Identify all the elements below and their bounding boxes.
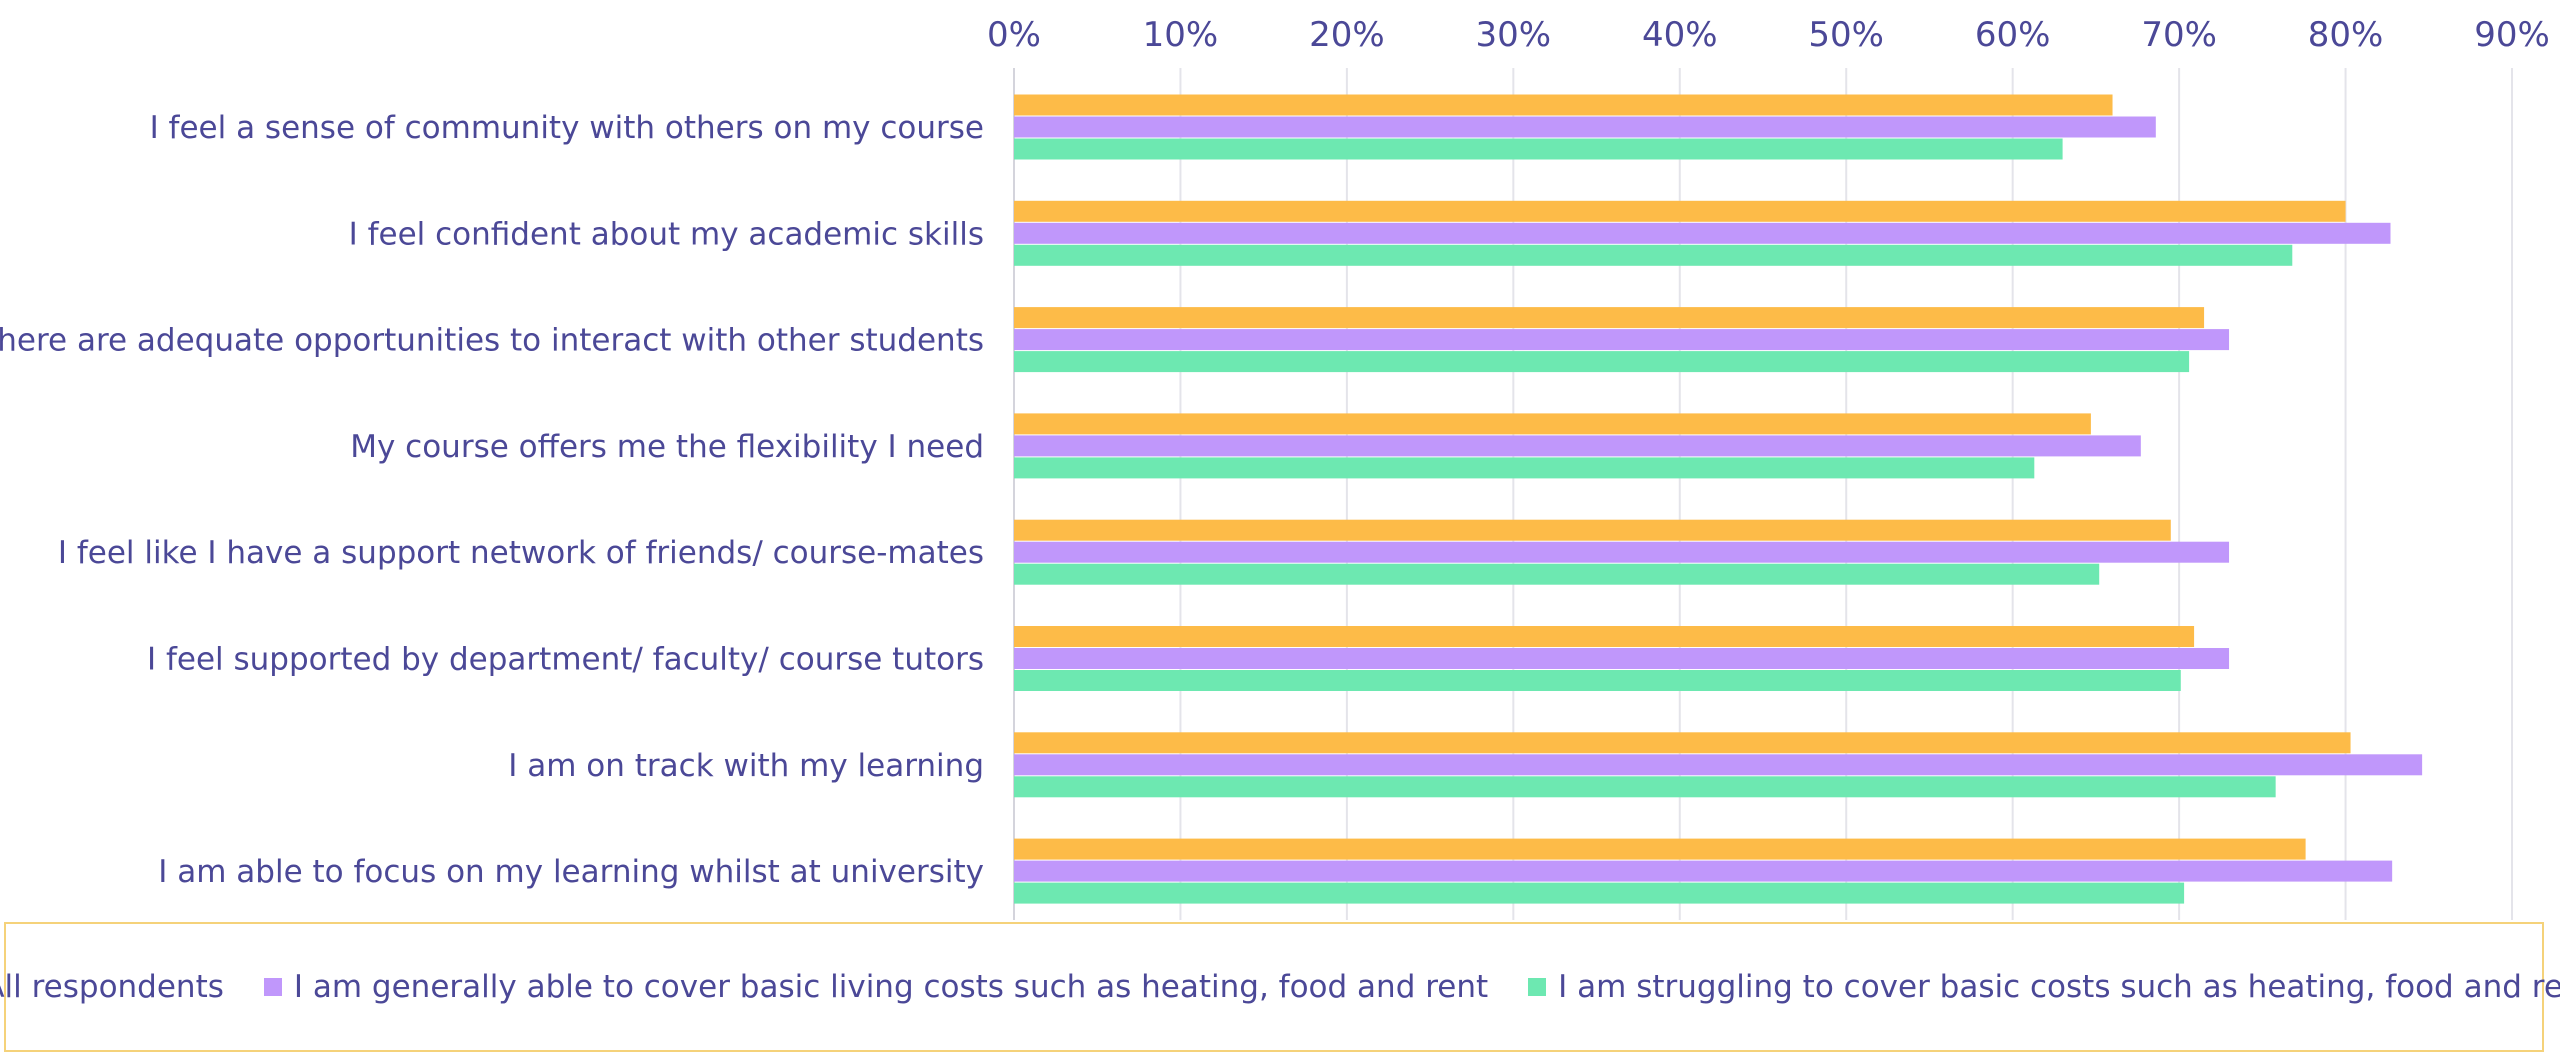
bar-series-1-category-7 [1014,860,2393,882]
x-tick-label: 80% [2308,15,2384,55]
bar-series-2-category-6 [1014,776,2276,798]
bar-series-2-category-1 [1014,244,2293,266]
legend-label-can-cover-costs: I am generally able to cover basic livin… [293,969,1489,1005]
x-tick-label: 70% [2141,15,2217,55]
bar-series-0-category-0 [1014,94,2113,116]
bar-series-2-category-4 [1014,563,2100,585]
category-label: My course offers me the flexibility I ne… [350,429,984,465]
x-tick-label: 20% [1309,15,1385,55]
bar-series-0-category-4 [1014,519,2171,541]
category-label: I feel supported by department/ faculty/… [147,642,984,678]
bar-series-0-category-6 [1014,732,2351,754]
legend-item-struggling: I am struggling to cover basic costs suc… [1528,969,2560,1005]
x-tick-label: 0% [987,15,1041,55]
bar-series-0-category-3 [1014,413,2091,435]
bar-series-1-category-2 [1014,329,2230,351]
x-tick-label: 50% [1808,15,1884,55]
category-label: I am on track with my learning [508,748,984,784]
legend-swatch-struggling [1528,978,1547,996]
legend-swatch-can-cover-costs [263,978,282,996]
category-labels: I feel a sense of community with others … [0,110,984,890]
x-tick-label: 40% [1642,15,1718,55]
bar-series-0-category-5 [1014,626,2195,647]
bar-series-1-category-5 [1014,648,2230,669]
bar-series-0-category-7 [1014,838,2306,860]
bar-series-2-category-2 [1014,351,2190,373]
bar-series-0-category-1 [1014,200,2346,222]
bar-series-2-category-7 [1014,882,2185,904]
x-tick-label: 30% [1476,15,1552,55]
legend-label-all-respondents: All respondents [0,969,224,1005]
legend-label-struggling: I am struggling to cover basic costs suc… [1558,969,2560,1005]
legend-item-can-cover-costs: I am generally able to cover basic livin… [263,969,1489,1005]
category-label: I feel a sense of community with others … [150,110,984,146]
bar-series-2-category-0 [1014,138,2063,160]
x-axis-ticks: 0% 10% 20% 30% 40% 50% 60% 70% 80% 90% [987,15,2550,55]
bar-series-1-category-4 [1014,541,2230,563]
bar-series-1-category-3 [1014,435,2141,457]
bar-series-2-category-3 [1014,457,2035,479]
x-tick-label: 60% [1975,15,2051,55]
bar-series-1-category-0 [1014,116,2156,138]
category-label: I am able to focus on my learning whilst… [158,854,984,890]
bar-series-1-category-1 [1014,222,2391,244]
legend: All respondents I am generally able to c… [0,922,2560,1052]
category-label: I feel confident about my academic skill… [349,216,984,252]
category-label: I feel like I have a support network of … [58,535,984,571]
category-label: There are adequate opportunities to inte… [0,323,984,359]
x-tick-label: 10% [1143,15,1219,55]
x-tick-label: 90% [2474,15,2550,55]
legend-item-all-respondents: All respondents [0,969,224,1005]
bars [1014,94,2423,904]
bar-series-0-category-2 [1014,307,2205,329]
bar-chart: 0% 10% 20% 30% 40% 50% 60% 70% 80% 90% I feel a s… [0,15,2550,920]
bar-series-2-category-5 [1014,670,2181,691]
bar-series-1-category-6 [1014,754,2423,776]
